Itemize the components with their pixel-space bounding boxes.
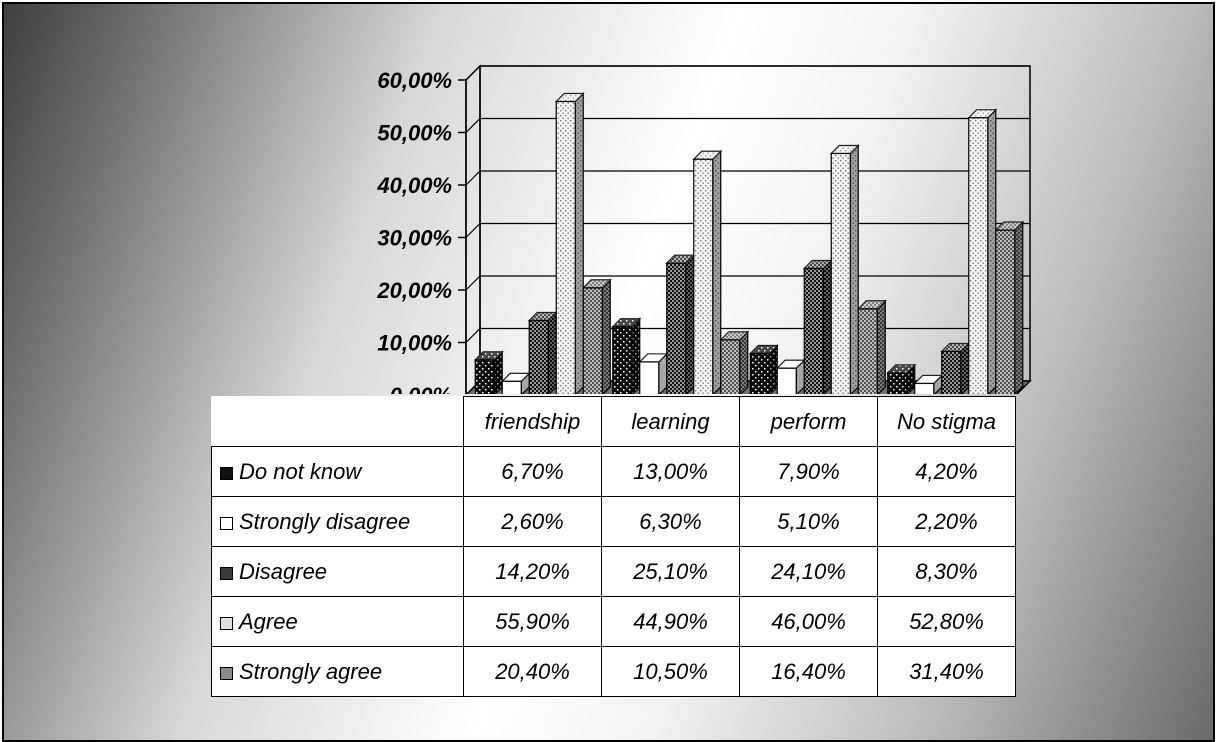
legend-swatch	[220, 466, 233, 480]
bar	[638, 352, 669, 394]
table-row: Disagree 14,20% 25,10% 24,10% 8,30%	[211, 546, 1016, 597]
y-axis: 0,00% 10,00% 20,00% 30,00% 40,00% 50,00% 60,00…	[376, 68, 467, 394]
data-label: 6,30%	[601, 496, 740, 547]
gridline	[465, 117, 1030, 133]
bar	[886, 363, 917, 394]
y-tick-label: 30,00%	[377, 226, 452, 251]
data-label: 20,40%	[463, 646, 602, 697]
data-label: 2,20%	[877, 496, 1016, 547]
table-row: Agree 55,90% 44,90% 46,00% 52,80%	[211, 596, 1016, 647]
data-label: 55,90%	[463, 596, 602, 647]
gridline	[465, 222, 1030, 238]
bar	[527, 311, 558, 394]
bar	[665, 253, 696, 394]
legend-swatch	[220, 566, 233, 580]
data-label: 46,00%	[739, 596, 878, 647]
bar	[802, 259, 833, 394]
bar	[775, 358, 806, 394]
x-category-label: No stigma	[877, 396, 1016, 447]
legend-label: Strongly agree	[239, 658, 383, 684]
bar	[581, 278, 612, 394]
legend-label: Do not know	[239, 458, 362, 484]
data-label: 14,20%	[463, 546, 602, 597]
bar	[856, 299, 887, 394]
legend-label: Agree	[239, 608, 298, 634]
bar	[967, 108, 998, 394]
legend-label: Disagree	[239, 558, 328, 584]
bar	[473, 350, 504, 394]
data-label: 24,10%	[739, 546, 878, 597]
gridline	[465, 275, 1030, 291]
bars	[473, 92, 1025, 394]
bar	[994, 220, 1025, 394]
gridline	[465, 170, 1030, 186]
legend-swatch	[220, 516, 233, 530]
data-label: 8,30%	[877, 546, 1016, 597]
bar	[748, 344, 779, 394]
data-label: 13,00%	[601, 446, 740, 497]
y-tick-label: 50,00%	[377, 121, 452, 146]
legend-entry: Do not know	[211, 446, 464, 497]
data-label: 52,80%	[877, 596, 1016, 647]
x-category-label: friendship	[463, 396, 602, 447]
table-corner	[212, 397, 464, 447]
table-row: Strongly disagree 2,60% 6,30% 5,10% 2,20%	[211, 496, 1016, 547]
table-row: Strongly agree 20,40% 10,50% 16,40% 31,40%	[211, 646, 1016, 697]
y-tick-label: 60,00%	[377, 68, 452, 93]
bar-chart-3d: 0,00% 10,00% 20,00% 30,00% 40,00% 50,00% 60,00…	[376, 64, 1032, 394]
y-tick-label: 0,00%	[390, 383, 452, 394]
legend-entry: Agree	[211, 596, 464, 647]
bar	[500, 371, 531, 394]
bar	[692, 149, 723, 394]
data-label: 5,10%	[739, 496, 878, 547]
bar	[719, 330, 750, 394]
legend-entry: Disagree	[211, 546, 464, 597]
data-label: 25,10%	[601, 546, 740, 597]
y-tick-label: 20,00%	[376, 278, 452, 303]
bar	[940, 341, 971, 394]
data-label: 6,70%	[463, 446, 602, 497]
legend-label: Strongly disagree	[239, 508, 411, 534]
y-tick-label: 40,00%	[376, 173, 452, 198]
legend-entry: Strongly disagree	[211, 496, 464, 547]
legend-swatch	[220, 616, 233, 630]
gridline	[465, 65, 1030, 81]
data-label: 31,40%	[877, 646, 1016, 697]
table-row: Do not know 6,70% 13,00% 7,90% 4,20%	[211, 446, 1016, 497]
data-label: 10,50%	[601, 646, 740, 697]
legend-entry: Strongly agree	[211, 646, 464, 697]
data-label: 7,90%	[739, 446, 878, 497]
table-header-row: friendship learning perform No stigma	[212, 396, 1016, 447]
y-tick-label: 10,00%	[377, 331, 452, 356]
bar	[611, 317, 642, 394]
data-label: 4,20%	[877, 446, 1016, 497]
data-label: 44,90%	[601, 596, 740, 647]
data-table: friendship learning perform No stigma Do not…	[211, 396, 1016, 697]
data-label: 16,40%	[739, 646, 878, 697]
legend-swatch	[220, 666, 233, 680]
x-category-label: learning	[601, 396, 740, 447]
bar	[913, 374, 944, 394]
x-category-label: perform	[739, 396, 878, 447]
bar	[554, 92, 585, 394]
data-label: 2,60%	[463, 496, 602, 547]
bar	[829, 144, 860, 394]
